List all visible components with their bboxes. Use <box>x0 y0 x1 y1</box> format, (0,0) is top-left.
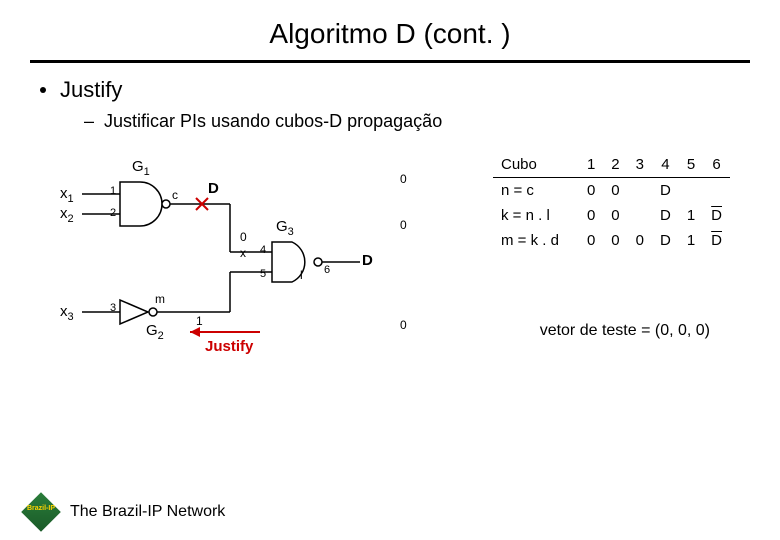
wire-c: c <box>172 188 178 202</box>
label-g3: G3 <box>276 218 294 238</box>
circuit-diagram: x1 x2 x3 0 0 0 1 2 3 4 5 6 G1 G2 G3 c m … <box>60 152 400 372</box>
val-x3: 0 <box>400 318 407 332</box>
pin-6: 6 <box>324 264 330 276</box>
label-g1: G1 <box>132 158 150 178</box>
label-g2: G2 <box>146 322 164 342</box>
bullet-text: Justify <box>60 77 122 103</box>
th-6: 6 <box>703 152 730 178</box>
r0c2 <box>628 178 652 204</box>
th-cubo: Cubo <box>493 152 579 178</box>
r1-lbl: k = n . l <box>493 203 579 228</box>
label-x3: x3 <box>60 303 74 323</box>
r2c0: 0 <box>579 228 603 253</box>
cubo-table: Cubo 1 2 3 4 5 6 n = c 0 0 D k = n . l 0 <box>493 152 730 253</box>
r0c3: D <box>652 178 679 204</box>
pin-2: 2 <box>110 207 116 219</box>
dash-icon: – <box>84 111 94 132</box>
r1c2 <box>628 203 652 228</box>
r0c0: 0 <box>579 178 603 204</box>
label-x2: x2 <box>60 205 74 225</box>
brazil-ip-logo: Brazil-IP <box>22 498 60 526</box>
footer-text: The Brazil-IP Network <box>70 503 225 521</box>
r2c3: D <box>652 228 679 253</box>
th-3: 3 <box>628 152 652 178</box>
r0c1: 0 <box>603 178 627 204</box>
content-area: x1 x2 x3 0 0 0 1 2 3 4 5 6 G1 G2 G3 c m … <box>0 142 780 422</box>
d-label-c: D <box>208 180 219 197</box>
label-x1: x1 <box>60 185 74 205</box>
r1c5: D <box>703 203 730 228</box>
th-1: 1 <box>579 152 603 178</box>
th-5: 5 <box>679 152 703 178</box>
footer: Brazil-IP The Brazil-IP Network <box>22 498 225 526</box>
inv-out-1: 1 <box>196 314 203 328</box>
r0c5 <box>703 178 730 204</box>
bullet-dot-icon <box>40 87 46 93</box>
justify-label: Justify <box>205 338 253 355</box>
r2c5: D <box>703 228 730 253</box>
val-x1: 0 <box>400 172 407 186</box>
cubo-table-wrap: Cubo 1 2 3 4 5 6 n = c 0 0 D k = n . l 0 <box>493 152 730 253</box>
r1c0: 0 <box>579 203 603 228</box>
r1c1: 0 <box>603 203 627 228</box>
r0-lbl: n = c <box>493 178 579 204</box>
th-2: 2 <box>603 152 627 178</box>
r2-lbl: m = k . d <box>493 228 579 253</box>
subbullet-text: Justificar PIs usando cubos-D propagação <box>104 111 442 132</box>
pin-3: 3 <box>110 302 116 314</box>
pin-5: 5 <box>260 268 266 280</box>
in4-0: 0 <box>240 230 247 244</box>
slide-title: Algoritmo D (cont. ) <box>0 0 780 60</box>
val-x2: 0 <box>400 218 407 232</box>
pin-4: 4 <box>260 244 266 256</box>
in4-x: x <box>240 246 246 260</box>
test-vector: vetor de teste = (0, 0, 0) <box>540 322 710 340</box>
wire-m: m <box>155 292 165 306</box>
pin-1: 1 <box>110 185 116 197</box>
r2c4: 1 <box>679 228 703 253</box>
r1c3: D <box>652 203 679 228</box>
r1c4: 1 <box>679 203 703 228</box>
r0c4 <box>679 178 703 204</box>
r2c2: 0 <box>628 228 652 253</box>
out-d: D <box>362 252 373 269</box>
wire-l: l <box>300 268 303 282</box>
r2c1: 0 <box>603 228 627 253</box>
bullet-block: Justify – Justificar PIs usando cubos-D … <box>0 63 780 132</box>
th-4: 4 <box>652 152 679 178</box>
